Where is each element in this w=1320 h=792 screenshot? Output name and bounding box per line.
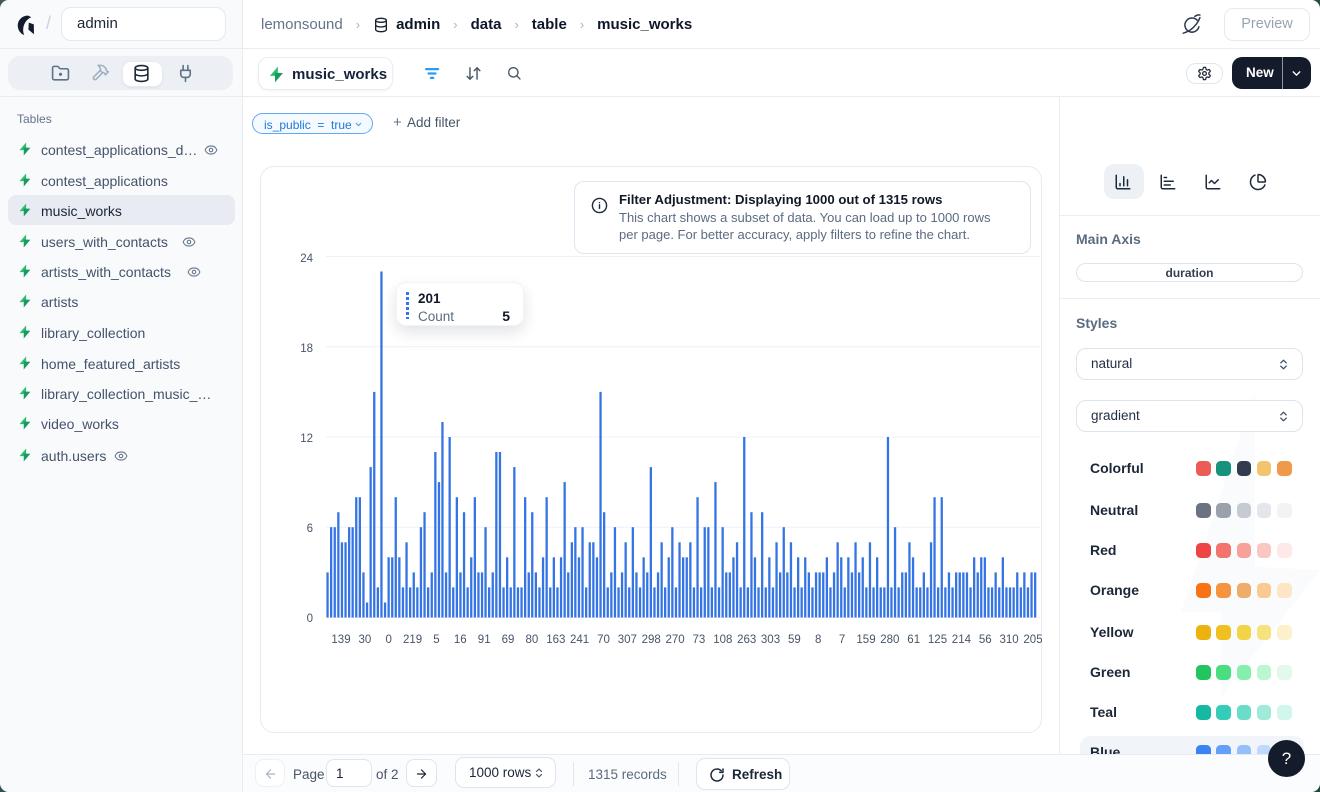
svg-text:108: 108 <box>713 634 732 646</box>
svg-text:280: 280 <box>880 634 899 646</box>
svg-text:310: 310 <box>1000 634 1019 646</box>
svg-text:56: 56 <box>979 634 992 646</box>
svg-text:241: 241 <box>570 634 589 646</box>
svg-text:6: 6 <box>307 523 313 535</box>
svg-text:159: 159 <box>856 634 875 646</box>
svg-text:8: 8 <box>815 634 821 646</box>
svg-text:214: 214 <box>952 634 972 646</box>
svg-text:12: 12 <box>300 433 313 445</box>
svg-text:298: 298 <box>642 634 661 646</box>
svg-text:7: 7 <box>839 634 845 646</box>
svg-text:16: 16 <box>454 634 467 646</box>
svg-text:0: 0 <box>307 613 313 625</box>
svg-text:59: 59 <box>788 634 801 646</box>
svg-text:307: 307 <box>618 634 637 646</box>
svg-text:70: 70 <box>597 634 610 646</box>
svg-text:18: 18 <box>300 343 313 355</box>
svg-text:270: 270 <box>666 634 685 646</box>
svg-text:0: 0 <box>385 634 391 646</box>
svg-text:30: 30 <box>359 634 372 646</box>
svg-text:303: 303 <box>761 634 780 646</box>
svg-text:69: 69 <box>502 634 515 646</box>
svg-text:205: 205 <box>1023 634 1042 646</box>
svg-text:5: 5 <box>433 634 439 646</box>
svg-text:125: 125 <box>928 634 947 646</box>
svg-text:163: 163 <box>546 634 565 646</box>
svg-text:91: 91 <box>478 634 491 646</box>
svg-text:61: 61 <box>907 634 920 646</box>
svg-text:139: 139 <box>331 634 350 646</box>
svg-text:219: 219 <box>403 634 422 646</box>
svg-text:263: 263 <box>737 634 756 646</box>
svg-text:80: 80 <box>526 634 539 646</box>
svg-text:73: 73 <box>693 634 706 646</box>
svg-text:24: 24 <box>300 253 313 265</box>
